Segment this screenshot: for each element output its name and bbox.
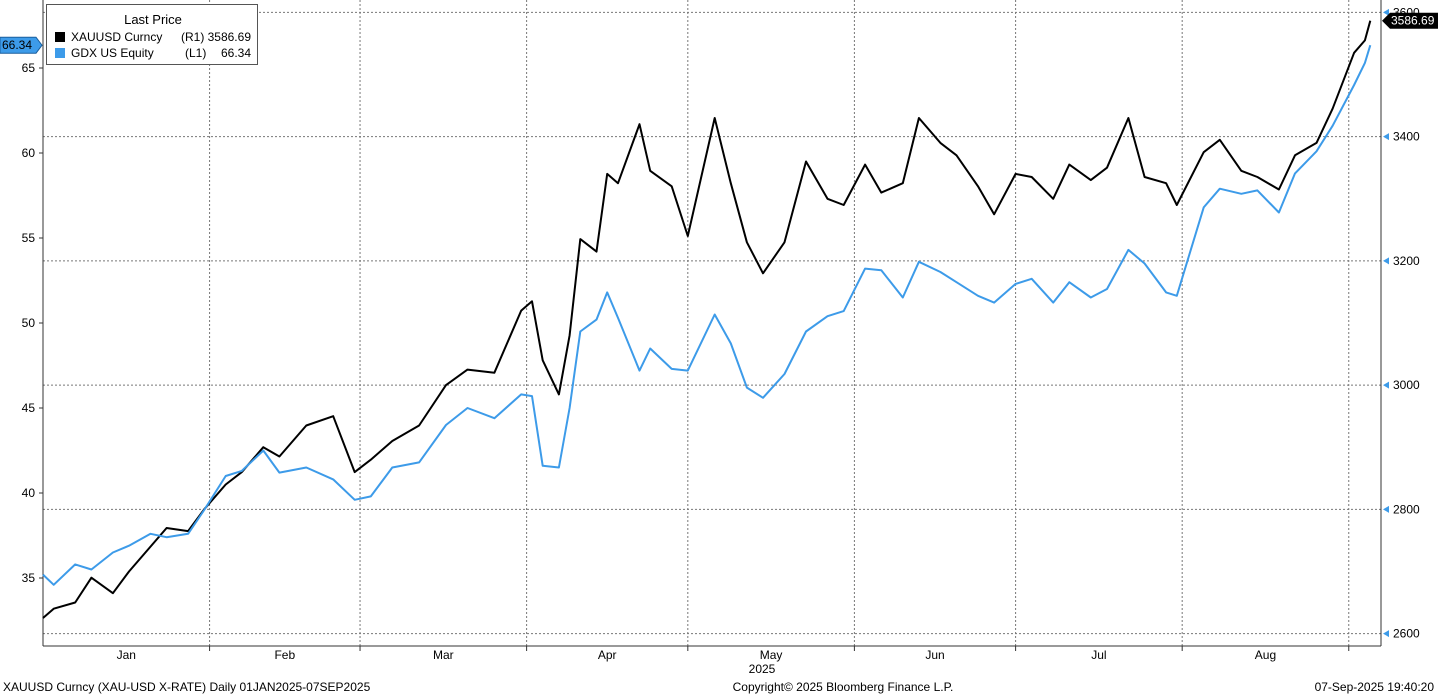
legend-item-gdx: GDX US Equity (L1) 66.34 — [55, 46, 251, 62]
footer: XAUUSD Curncy (XAU-USD X-RATE) Daily 01J… — [3, 680, 1434, 694]
x-axis-ticks: Jan Feb Mar Apr May Jun Jul Aug 2025 — [117, 646, 1350, 676]
legend-item-xauusd: XAUUSD Curncy (R1) 3586.69 — [55, 30, 251, 46]
legend-axis-xauusd: (R1) — [181, 30, 205, 44]
right-tick-marker — [1383, 630, 1389, 638]
left-tick-label: 55 — [22, 231, 36, 245]
right-tick-marker — [1383, 381, 1389, 389]
series-line-xauusd — [42, 20, 1372, 619]
legend-name-xauusd: XAUUSD Curncy — [71, 30, 163, 44]
left-tick-label: 60 — [22, 146, 36, 160]
month-label: Mar — [433, 648, 454, 662]
legend-value-gdx: 66.34 — [220, 46, 251, 60]
left-tick-label: 65 — [22, 61, 36, 75]
footer-copyright: Copyright© 2025 Bloomberg Finance L.P. — [733, 680, 954, 694]
month-label: Apr — [598, 648, 617, 662]
right-tick-label: 2600 — [1393, 627, 1420, 641]
last-value-labels: 66.34 3586.69 — [0, 12, 1438, 54]
legend-axis-gdx: (L1) — [185, 46, 207, 60]
month-label: Aug — [1255, 648, 1276, 662]
year-label: 2025 — [749, 662, 776, 676]
right-tick-label: 3200 — [1393, 254, 1420, 268]
footer-ticker: XAUUSD Curncy (XAU-USD X-RATE) Daily 01J… — [3, 680, 371, 694]
left-axis-ticks: 35 40 45 50 55 60 65 — [22, 61, 43, 585]
legend-value-xauusd: 3586.69 — [207, 30, 251, 44]
right-tick-label: 2800 — [1393, 502, 1420, 516]
legend-title: Last Price — [124, 12, 182, 27]
right-tick-marker — [1383, 8, 1389, 16]
series — [42, 20, 1372, 619]
month-label: Feb — [274, 648, 295, 662]
month-label: Jul — [1091, 648, 1106, 662]
legend-name-gdx: GDX US Equity — [71, 46, 154, 60]
right-tick-label: 3400 — [1393, 130, 1420, 144]
left-last-value: 66.34 — [2, 38, 32, 52]
right-tick-marker — [1383, 505, 1389, 513]
right-tick-label: 3000 — [1393, 378, 1420, 392]
right-last-value-tag — [1382, 12, 1438, 29]
legend-swatch-xauusd — [55, 32, 65, 42]
left-last-value-tag — [0, 36, 43, 54]
legend: Last Price XAUUSD Curncy (R1) 3586.69 GD… — [46, 4, 258, 65]
left-tick-label: 45 — [22, 401, 36, 415]
legend-swatch-gdx — [55, 48, 65, 58]
footer-timestamp: 07-Sep-2025 19:40:20 — [1315, 680, 1435, 694]
left-tick-label: 40 — [22, 486, 36, 500]
left-tick-label: 35 — [22, 571, 36, 585]
left-tick-label: 50 — [22, 316, 36, 330]
right-last-value: 3586.69 — [1391, 14, 1435, 28]
right-tick-marker — [1383, 257, 1389, 265]
series-line-gdx — [42, 44, 1372, 586]
month-label: May — [760, 648, 783, 662]
month-label: Jun — [925, 648, 944, 662]
right-tick-marker — [1383, 133, 1389, 141]
grid — [43, 0, 1381, 646]
month-label: Jan — [117, 648, 136, 662]
